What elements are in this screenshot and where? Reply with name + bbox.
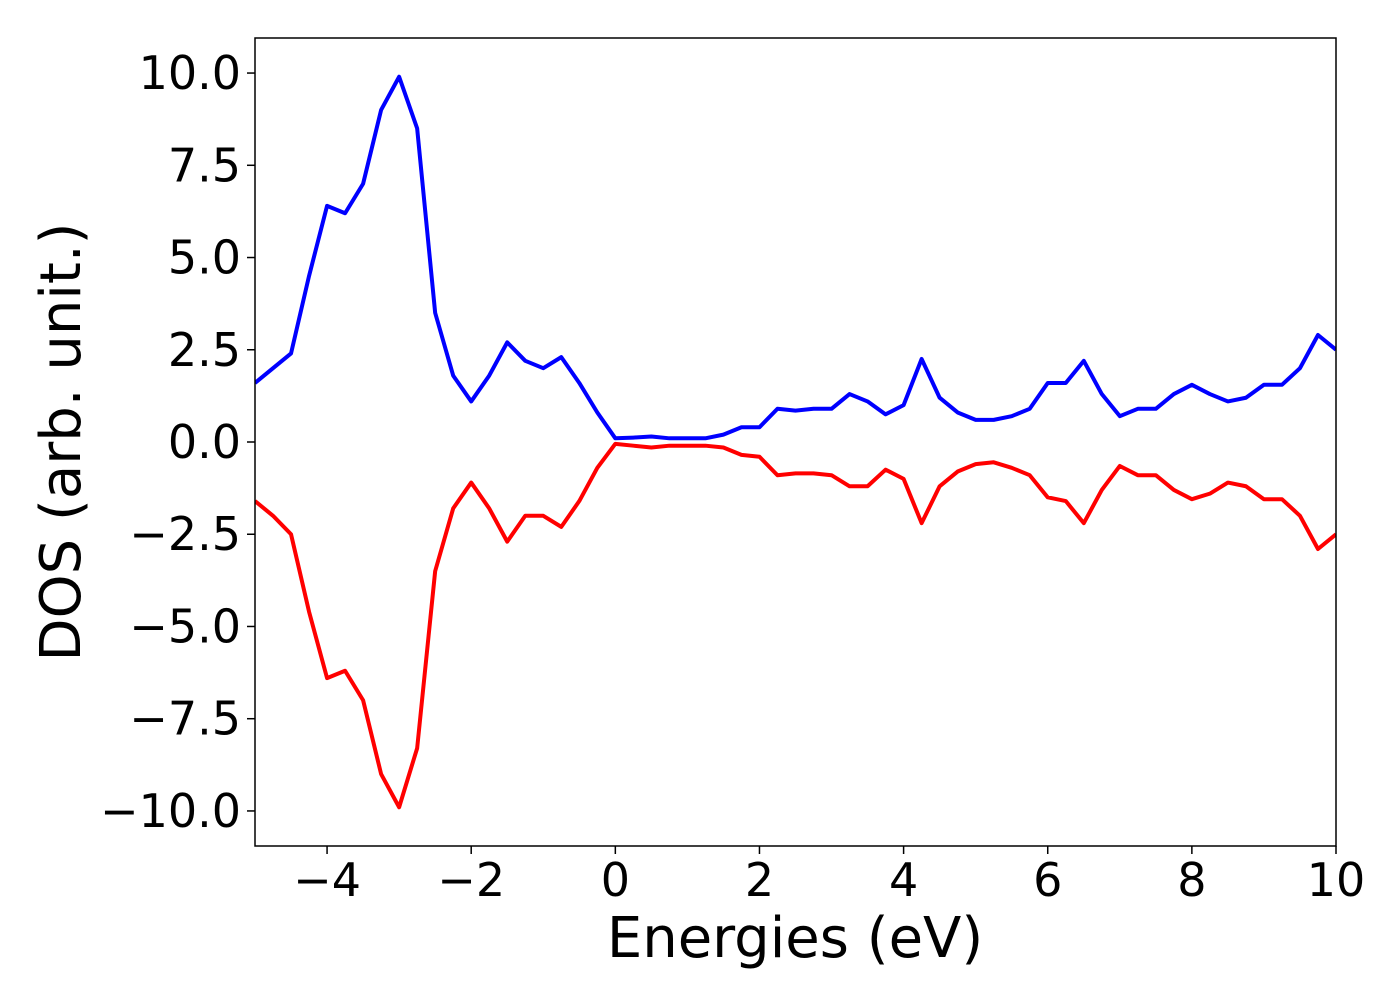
y-tick-label: 0.0 (168, 415, 241, 469)
data-line (255, 74, 1336, 441)
x-tick-label: 0 (601, 853, 630, 907)
x-axis-label: Energies (eV) (607, 906, 983, 971)
y-tick-label: 7.5 (168, 138, 241, 192)
x-tick-label: 10 (1307, 853, 1366, 907)
x-tick-label: −2 (437, 853, 505, 907)
y-axis-label: DOS (arb. unit.) (29, 222, 94, 661)
x-tick-label: 4 (889, 853, 918, 907)
y-tick-label: −7.5 (129, 692, 241, 746)
data-line (255, 441, 1336, 810)
plot-frame (254, 37, 1337, 847)
y-tick-label: −5.0 (129, 599, 241, 653)
y-tick-label: −2.5 (129, 507, 241, 561)
x-tick-label: 6 (1033, 853, 1062, 907)
y-tick-label: 5.0 (168, 231, 241, 285)
x-tick-label: −4 (293, 853, 361, 907)
x-tick-label: 8 (1177, 853, 1206, 907)
y-tick-label: −10.0 (100, 784, 241, 838)
y-tick-label: 2.5 (168, 323, 241, 377)
x-tick-label: 2 (745, 853, 774, 907)
y-tick-label: 10.0 (139, 46, 241, 100)
